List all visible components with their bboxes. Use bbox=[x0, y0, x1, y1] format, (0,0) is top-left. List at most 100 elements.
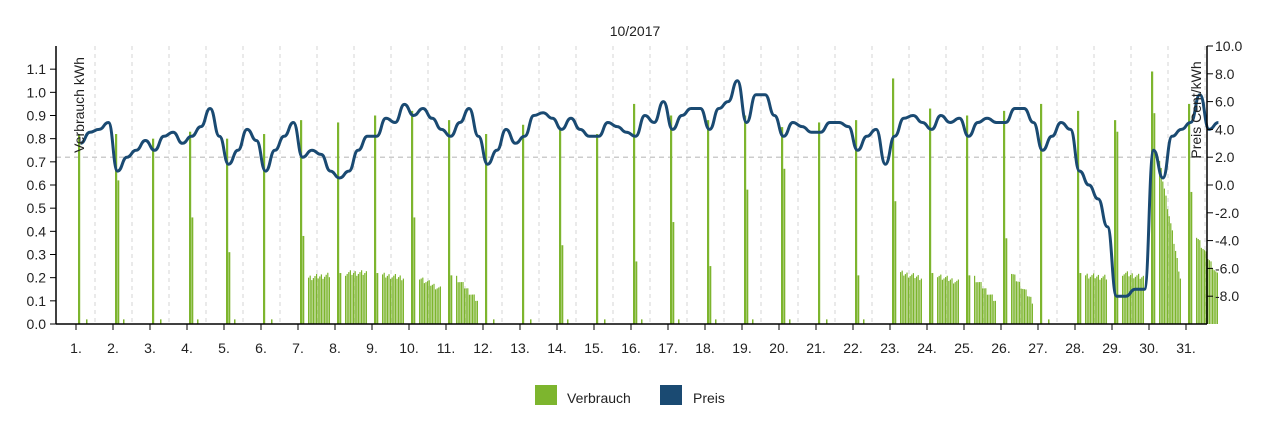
bar-31-b bbox=[1190, 191, 1193, 324]
bar-20-b bbox=[783, 168, 786, 324]
bar-11-c2 bbox=[459, 282, 461, 324]
bar-16-a bbox=[633, 103, 636, 325]
bar-11-c0 bbox=[456, 275, 458, 324]
bar-12-c bbox=[493, 319, 495, 324]
bar-27-a bbox=[1040, 103, 1043, 325]
bar-30-a bbox=[1151, 71, 1154, 324]
bar-29-c9 bbox=[1136, 275, 1138, 324]
x-tick-label: 23. bbox=[880, 340, 899, 356]
left-tick-label: 0.8 bbox=[27, 131, 47, 147]
right-tick-label: 10.0 bbox=[1215, 38, 1242, 54]
bar-10-c7 bbox=[430, 285, 432, 324]
bar-25-c2 bbox=[977, 282, 979, 324]
x-tick-label: 27. bbox=[1028, 340, 1047, 356]
bar-23-c9 bbox=[914, 278, 916, 324]
bar-17-b bbox=[672, 222, 675, 324]
right-tick-label: -8.0 bbox=[1215, 288, 1239, 304]
x-tick-label: 13. bbox=[510, 340, 529, 356]
bar-31-c4 bbox=[1202, 249, 1204, 324]
bar-11-c3 bbox=[460, 282, 462, 324]
x-tick-label: 17. bbox=[658, 340, 677, 356]
bar-4-b bbox=[191, 217, 194, 324]
bar-7-c11 bbox=[325, 274, 327, 324]
bar-16-c bbox=[641, 319, 643, 324]
bar-7-c6 bbox=[317, 278, 319, 324]
bar-10-c8 bbox=[431, 284, 433, 324]
bar-26-c10 bbox=[1027, 296, 1029, 324]
x-tick-label: 12. bbox=[473, 340, 492, 356]
right-tick-label: -6.0 bbox=[1215, 260, 1239, 276]
bar-25-c11 bbox=[991, 294, 993, 324]
bar-28-c12 bbox=[1104, 274, 1106, 324]
left-tick-label: 0.6 bbox=[27, 177, 47, 193]
chart-title: 10/2017 bbox=[610, 23, 661, 39]
x-tick-label: 8. bbox=[329, 340, 341, 356]
bar-1-c bbox=[86, 319, 88, 324]
bar-25-c13 bbox=[994, 300, 996, 324]
x-tick-label: 9. bbox=[366, 340, 378, 356]
x-tick-label: 26. bbox=[991, 340, 1010, 356]
bar-23-b bbox=[894, 201, 897, 324]
bar-11-c9 bbox=[470, 294, 472, 324]
bar-9-c3 bbox=[386, 275, 388, 324]
x-tick-label: 29. bbox=[1102, 340, 1121, 356]
bar-24-c8 bbox=[949, 279, 951, 324]
bar-29-c7 bbox=[1133, 278, 1135, 324]
bar-30-c11 bbox=[1176, 257, 1178, 324]
x-tick-label: 11. bbox=[437, 340, 455, 356]
bar-26-b bbox=[1005, 238, 1008, 324]
bar-9-c2 bbox=[385, 277, 387, 324]
bar-16-b bbox=[635, 261, 638, 324]
bar-7-c4 bbox=[314, 276, 316, 324]
bar-11-c4 bbox=[462, 282, 464, 324]
bar-9-b bbox=[376, 273, 379, 324]
right-axis-ticks: -8.0 -6.0 -4.0 -2.0 0.0 2.0 4.0 6.0 8.0 10.0 bbox=[1207, 38, 1242, 304]
x-tick-label: 19. bbox=[732, 340, 751, 356]
left-tick-label: 0.1 bbox=[27, 293, 47, 309]
x-tick-label: 3. bbox=[144, 340, 156, 356]
bar-14-b bbox=[561, 245, 564, 324]
bar-8-c5 bbox=[353, 273, 355, 324]
legend-label-verbrauch: Verbrauch bbox=[567, 390, 631, 406]
bar-7-b bbox=[302, 235, 305, 324]
bar-9-c10 bbox=[398, 277, 400, 324]
right-axis-label: Preis Cent/kWh bbox=[1188, 61, 1204, 158]
bar-10-c10 bbox=[435, 289, 437, 324]
bar-11-c13 bbox=[476, 300, 478, 324]
x-tick-label: 15. bbox=[584, 340, 603, 356]
bar-10-c12 bbox=[438, 287, 440, 324]
bar-10-c3 bbox=[423, 283, 425, 324]
bar-24-c1 bbox=[938, 275, 940, 324]
bar-21-a bbox=[818, 122, 821, 324]
bar-23-c7 bbox=[911, 274, 913, 324]
bar-30-c7 bbox=[1170, 223, 1172, 324]
bar-29-c4 bbox=[1128, 276, 1130, 324]
bar-7-c7 bbox=[319, 276, 321, 324]
bar-8-c0 bbox=[345, 275, 347, 324]
bar-29-c5 bbox=[1130, 274, 1132, 324]
bar-9-c6 bbox=[391, 277, 393, 324]
bar-28-c8 bbox=[1097, 274, 1099, 324]
bar-7-c8 bbox=[320, 274, 322, 324]
bar-7-c5 bbox=[316, 273, 318, 324]
bar-25-c8 bbox=[986, 294, 988, 324]
left-tick-label: 0.5 bbox=[27, 200, 47, 216]
bar-30-c13 bbox=[1179, 278, 1181, 324]
bar-6-c bbox=[271, 319, 273, 324]
left-tick-label: 0.4 bbox=[27, 223, 47, 239]
bar-27-c bbox=[1048, 319, 1050, 324]
x-tick-label: 10. bbox=[399, 340, 418, 356]
bar-9-c1 bbox=[383, 272, 385, 324]
bar-23-a bbox=[892, 78, 895, 324]
bar-7-c3 bbox=[312, 278, 314, 324]
bar-24-c5 bbox=[945, 277, 947, 324]
bar-26-c7 bbox=[1022, 288, 1024, 324]
x-tick-label: 20. bbox=[769, 340, 788, 356]
bar-2-a bbox=[115, 134, 118, 324]
right-tick-label: 8.0 bbox=[1215, 66, 1235, 82]
bar-7-c12 bbox=[327, 272, 329, 324]
bar-8-c13 bbox=[365, 271, 367, 324]
x-tick-label: 2. bbox=[107, 340, 119, 356]
x-tick-label: 1. bbox=[70, 340, 82, 356]
preis-line bbox=[80, 79, 1219, 298]
